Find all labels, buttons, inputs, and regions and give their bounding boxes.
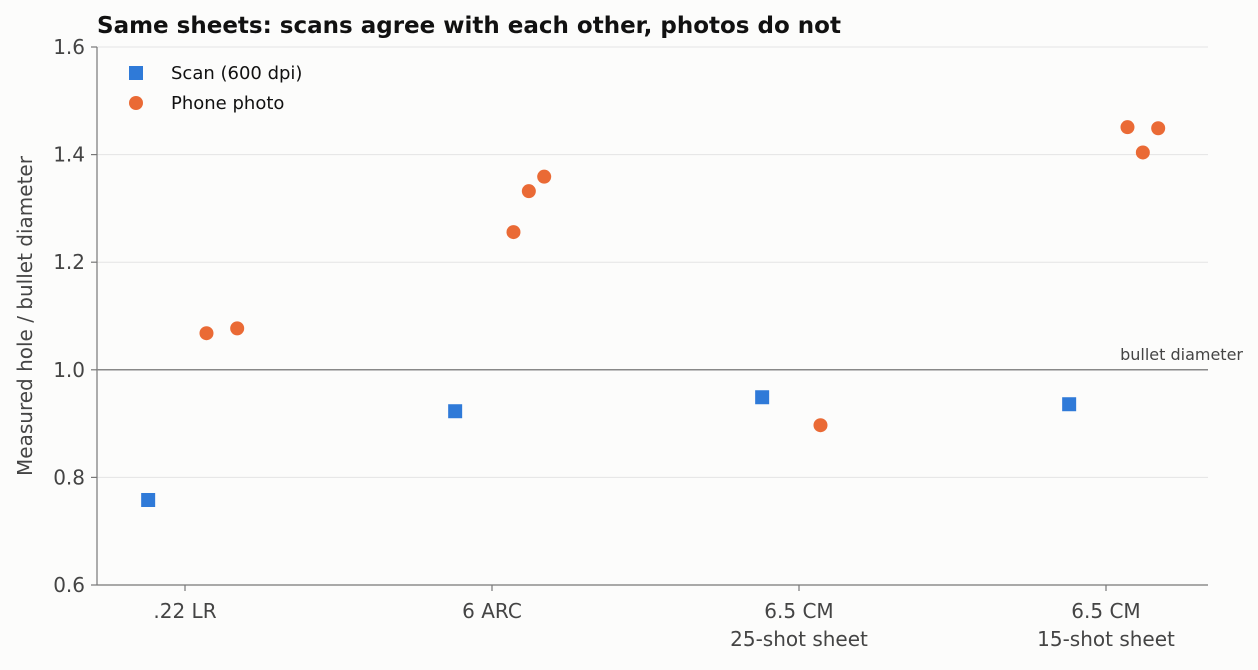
photo-point bbox=[199, 326, 214, 341]
photo-point bbox=[230, 321, 245, 336]
reference-line-group: bullet diameter bbox=[97, 345, 1243, 371]
x-tick-label: 6.5 CM bbox=[1071, 599, 1140, 623]
scan-point bbox=[755, 390, 770, 405]
y-tick-label: 0.8 bbox=[53, 465, 85, 489]
y-tick-label: 0.6 bbox=[53, 573, 85, 597]
photo-point bbox=[537, 169, 552, 184]
y-tick-label: 1.2 bbox=[53, 250, 85, 274]
reference-line-label: bullet diameter bbox=[1120, 345, 1243, 364]
photo-point bbox=[813, 418, 828, 433]
legend: Scan (600 dpi) Phone photo bbox=[129, 63, 302, 114]
scan-point bbox=[1062, 397, 1077, 412]
chart-title: Same sheets: scans agree with each other… bbox=[97, 13, 841, 39]
legend-label: Scan (600 dpi) bbox=[171, 63, 302, 84]
photo-point bbox=[1135, 145, 1150, 160]
data-marks bbox=[141, 120, 1166, 507]
legend-marker-photo bbox=[129, 96, 143, 110]
scan-point bbox=[448, 404, 463, 419]
y-tick-label: 1.4 bbox=[53, 143, 85, 167]
photo-point bbox=[1120, 120, 1135, 135]
legend-marker-scan bbox=[129, 66, 143, 80]
legend-label: Phone photo bbox=[171, 93, 284, 114]
x-tick-label: 15-shot sheet bbox=[1037, 627, 1175, 651]
y-axis-label: Measured hole / bullet diameter bbox=[13, 155, 37, 476]
axes: 0.6 0.8 1.0 1.2 1.4 1.6 .22 LR 6 ARC 6.5 CM 25-sh… bbox=[53, 35, 1208, 651]
x-tick-label: .22 LR bbox=[153, 599, 216, 623]
photo-point bbox=[521, 184, 536, 199]
x-tick-label: 6 ARC bbox=[462, 599, 522, 623]
photo-point bbox=[506, 225, 521, 240]
photo-point bbox=[1151, 121, 1166, 136]
y-tick-label: 1.6 bbox=[53, 35, 85, 59]
x-tick-label: 6.5 CM bbox=[764, 599, 833, 623]
y-tick-label: 1.0 bbox=[53, 358, 85, 382]
scan-point bbox=[141, 492, 156, 507]
x-tick-label: 25-shot sheet bbox=[730, 627, 868, 651]
